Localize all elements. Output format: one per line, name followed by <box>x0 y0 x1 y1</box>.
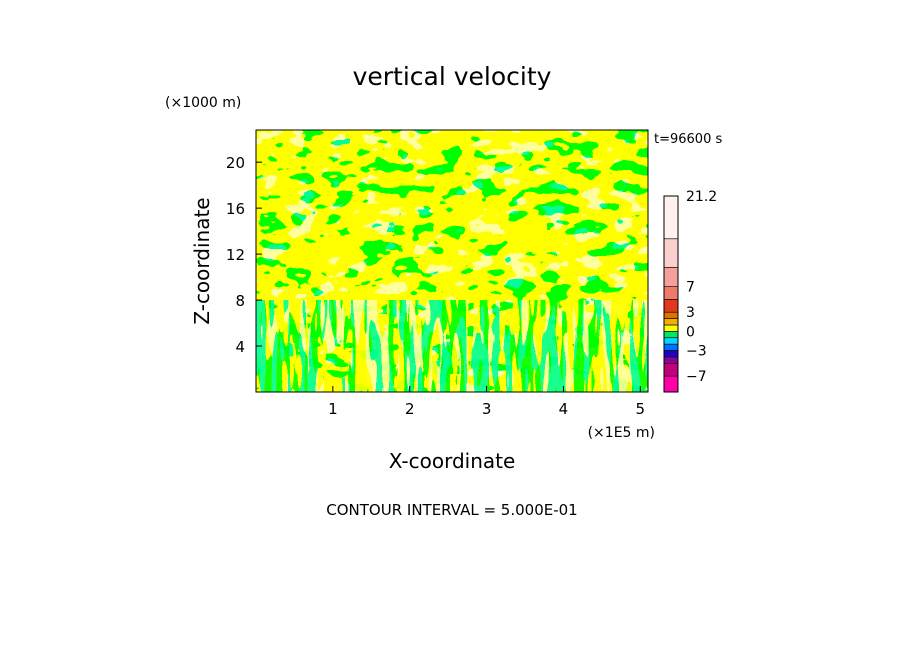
time-label: t=96600 s <box>654 132 722 147</box>
colorbar-segment <box>663 318 679 326</box>
x-axis-label: X-coordinate <box>389 449 516 473</box>
colorbar-label: 7 <box>686 280 695 296</box>
y-tick-label: 8 <box>235 292 245 310</box>
colorbar-segment <box>663 350 679 358</box>
y-axis: 4 8 12 16 20 <box>226 154 262 356</box>
colorbar-label: 0 <box>686 324 695 340</box>
contour-interval-footer: CONTOUR INTERVAL = 5.000E-01 <box>326 501 577 519</box>
x-tick-label: 2 <box>405 400 415 418</box>
x-axis: 1 2 3 4 5 <box>328 386 645 418</box>
colorbar-frame <box>663 195 679 393</box>
colorbar-label: −7 <box>686 369 707 385</box>
y-tick-label: 12 <box>226 246 245 264</box>
chart-title: vertical velocity <box>353 62 552 91</box>
y-unit-label: (×1000 m) <box>165 95 241 111</box>
x-tick-label: 3 <box>482 400 492 418</box>
colorbar-segment <box>663 238 679 268</box>
x-tick-label: 4 <box>559 400 569 418</box>
plot-area <box>256 130 648 392</box>
colorbar-segment <box>663 286 679 300</box>
colorbar-segment <box>663 311 679 319</box>
colorbar: 21.2 7 3 0 −3 −7 <box>663 189 717 393</box>
colorbar-segment <box>663 299 679 313</box>
y-tick-label: 4 <box>235 338 245 356</box>
y-tick-label: 20 <box>226 154 245 172</box>
colorbar-segment <box>663 331 679 339</box>
colorbar-segment <box>663 337 679 345</box>
colorbar-segment <box>663 356 679 364</box>
colorbar-segment <box>663 324 679 332</box>
x-tick-label: 1 <box>328 400 338 418</box>
x-tick-label: 5 <box>636 400 646 418</box>
colorbar-segment <box>663 362 679 377</box>
colorbar-segment <box>663 195 679 240</box>
y-tick-label: 16 <box>226 200 245 218</box>
velocity-field-streaks <box>256 300 648 392</box>
plot-frame <box>255 129 649 393</box>
colorbar-segment <box>663 375 679 393</box>
colorbar-segment <box>663 343 679 351</box>
colorbar-label: 3 <box>686 305 695 321</box>
y-axis-label: Z-coordinate <box>190 197 214 324</box>
colorbar-segment <box>663 267 679 287</box>
colorbar-label: −3 <box>686 344 707 360</box>
x-unit-label: (×1E5 m) <box>588 425 655 441</box>
colorbar-label: 21.2 <box>686 189 717 205</box>
